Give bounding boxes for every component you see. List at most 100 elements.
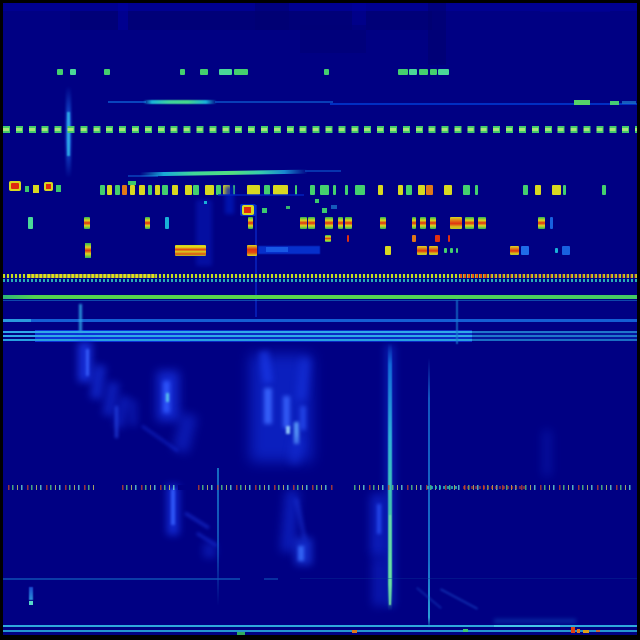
- dash-row-220-dash: [412, 217, 416, 229]
- v-streak-80: [79, 304, 82, 332]
- dash-row-248-dash: [562, 246, 570, 255]
- dash-row-220-dash: [145, 217, 150, 229]
- dash-row-188-dash: [355, 185, 365, 195]
- speck: [56, 185, 61, 192]
- dots-row-248-dash: [456, 248, 458, 253]
- dash-row-70-dash: [180, 69, 185, 75]
- dash-row-188-dash: [130, 185, 135, 195]
- dash-row-220-dash: [465, 217, 474, 229]
- dash-row-70-dash: [57, 69, 63, 75]
- cyan-dash-on-line: [622, 101, 636, 104]
- dash-row-70-dash: [234, 69, 248, 75]
- dash-row-248-dash: [385, 246, 391, 255]
- cyan-line-lead: [108, 101, 146, 103]
- dash-row-188-dash: [122, 185, 127, 195]
- dash-row-220-dash: [28, 217, 33, 229]
- dash-row-237-dash: [325, 235, 331, 242]
- dash-row-188-dash: [475, 185, 478, 195]
- dash-row-188-dash: [406, 185, 412, 195]
- dash-row-188-dash: [107, 185, 112, 195]
- dots-row-248-dash: [444, 248, 447, 253]
- dash-row-188-dash: [345, 185, 348, 195]
- dash-row-188-dash: [148, 185, 152, 195]
- dash-row-188-dash: [523, 185, 528, 195]
- v-faint-line: [255, 205, 257, 317]
- hot-block: [175, 245, 206, 256]
- speckle-bright: [427, 486, 459, 489]
- cloud-core: [377, 504, 381, 534]
- stack-line: [3, 335, 637, 337]
- blob-core: [244, 207, 251, 213]
- exclaim-stem: [29, 587, 33, 600]
- speckle-gap: [333, 485, 353, 490]
- frame-top: [0, 0, 640, 3]
- speck: [583, 630, 589, 633]
- dash-row-70-dash: [419, 69, 428, 75]
- cloud: [89, 364, 107, 400]
- green-dash-on-line: [574, 100, 590, 105]
- dash-row-188-dash: [552, 185, 561, 195]
- dash-row-220-dash: [84, 217, 90, 229]
- dash-row-237-dash: [412, 235, 416, 242]
- dash-row-188-dash: [205, 185, 214, 195]
- dash-row-220-dash: [538, 217, 545, 229]
- dash-row-188-dash: [310, 185, 315, 195]
- speck: [322, 208, 327, 213]
- stack-dim-right: [472, 330, 637, 342]
- speck: [331, 205, 337, 209]
- frame-bottom: [0, 635, 640, 640]
- dash-row-70-dash: [430, 69, 437, 75]
- v-streak-68-core: [67, 112, 70, 156]
- dash-row-188-dash: [216, 185, 221, 195]
- top-shade: [3, 3, 637, 11]
- blob-core: [46, 184, 51, 189]
- dash-row-188-dash: [115, 185, 120, 195]
- dots-row-248-dash: [555, 248, 558, 253]
- dash-row-188-dash: [155, 185, 160, 195]
- bottom-line: [3, 630, 637, 632]
- blue-line-left: [3, 319, 31, 322]
- top-streak: [352, 3, 366, 30]
- top-streak: [255, 3, 289, 30]
- speck: [237, 632, 245, 635]
- blue-line: [3, 319, 637, 322]
- dash-row-188-dash: [264, 185, 270, 195]
- dash-row-188-dash: [193, 185, 199, 195]
- speckle-line: [8, 485, 635, 490]
- cloud: [203, 543, 216, 558]
- fine-dot-top-bright: [28, 274, 156, 278]
- dash-row-188-dash: [563, 185, 566, 195]
- dash-row-188-dash: [602, 185, 606, 195]
- bottom-smear: [494, 619, 576, 623]
- faint-line-578: [264, 578, 278, 580]
- stack-line: [3, 331, 637, 333]
- dash-row-220-dash: [248, 217, 253, 229]
- vline-a-core: [389, 515, 391, 605]
- top-streak: [540, 3, 610, 12]
- v-streak-457: [456, 300, 458, 344]
- fine-dot-bottom: [3, 279, 637, 282]
- green-cap: [128, 181, 136, 185]
- dash-row-188-dash: [172, 185, 178, 195]
- dash-row-188-dash: [295, 185, 297, 195]
- blue-smear-core: [266, 247, 288, 252]
- top-streak: [118, 3, 128, 30]
- dash-row-220-dash: [338, 217, 343, 229]
- diag-wisp: [439, 588, 479, 610]
- speck: [25, 186, 29, 192]
- speck: [262, 208, 267, 213]
- cloud: [78, 342, 92, 382]
- dash-row-220-dash: [380, 217, 386, 229]
- stack-line: [3, 339, 637, 341]
- dash-row-248-dash: [429, 246, 438, 255]
- dots-row-248-dash: [450, 248, 453, 253]
- fine-dot-orange-flecks: [486, 274, 637, 278]
- speck: [352, 630, 357, 633]
- dash-row-188-dash: [535, 185, 541, 195]
- speckle-gap: [178, 485, 194, 490]
- green-line-under: [3, 300, 637, 301]
- dash-row-188-dash: [444, 185, 452, 195]
- dash-row-70-dash: [219, 69, 232, 75]
- dash-row-188-dash: [100, 185, 105, 195]
- dash-row-188-dash: [398, 185, 403, 195]
